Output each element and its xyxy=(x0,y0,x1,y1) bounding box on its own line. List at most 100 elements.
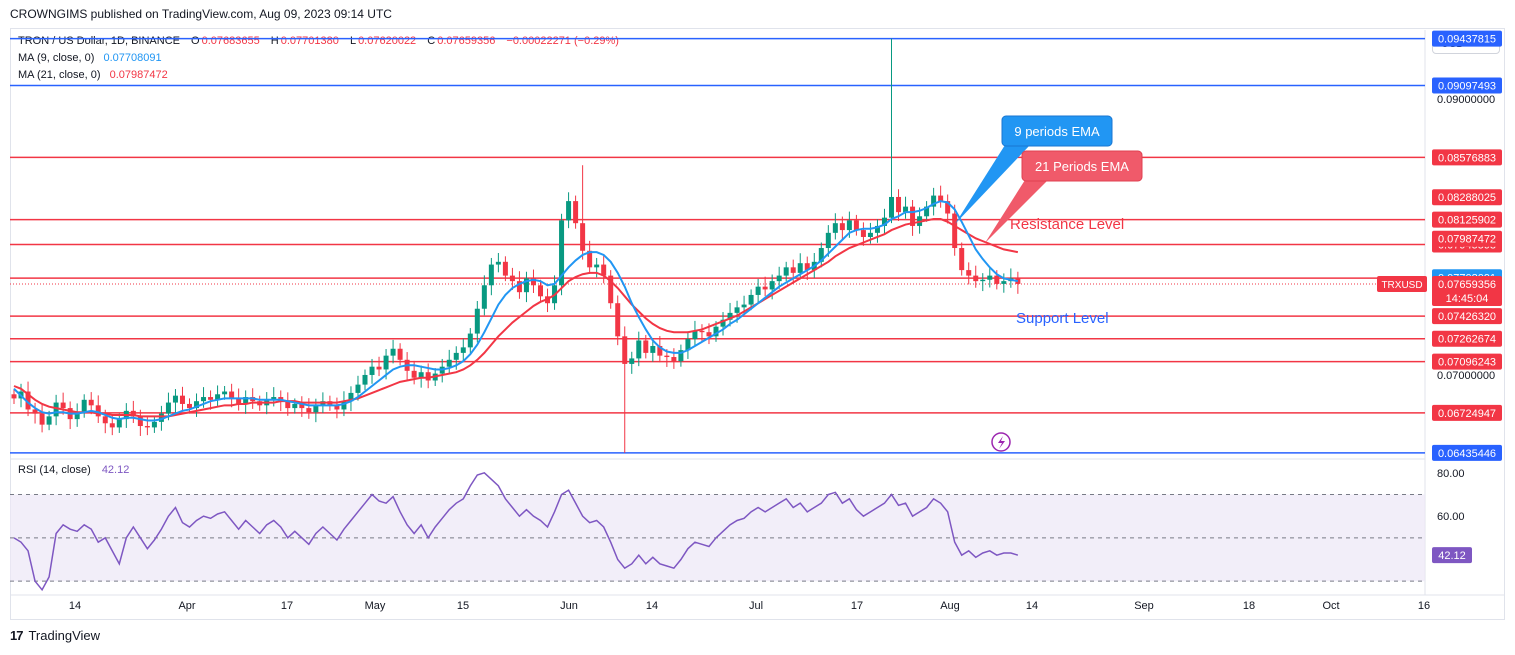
candle-body xyxy=(446,359,452,367)
x-tick-label: 16 xyxy=(1418,600,1430,612)
rsi-tick-label: 80.00 xyxy=(1437,468,1465,480)
ma9-value: 0.07708091 xyxy=(103,52,162,64)
rsi-line xyxy=(13,471,1019,592)
high-label: H xyxy=(270,35,279,47)
candle-body xyxy=(671,357,677,362)
candle-body xyxy=(1001,281,1007,284)
candle-body xyxy=(860,230,866,237)
rsi-legend[interactable]: RSI (14, close) 42.12 xyxy=(18,464,131,476)
candle-body xyxy=(839,223,845,231)
level-label-bg xyxy=(1432,149,1502,166)
x-tick-label: 14 xyxy=(69,600,81,612)
price-label: 0.07987472 xyxy=(1438,234,1496,246)
candle-body xyxy=(818,248,824,262)
candle-body xyxy=(650,345,656,353)
candle-body xyxy=(896,196,902,213)
candle-body xyxy=(215,394,221,400)
candle-body xyxy=(846,220,852,231)
candle-body xyxy=(460,347,466,353)
rsi-value: 42.12 xyxy=(101,464,130,476)
level-label-bg xyxy=(1432,444,1502,461)
ma9-label: MA (9, close, 0) xyxy=(18,52,95,64)
candle-body xyxy=(692,330,698,340)
candle-body xyxy=(762,286,768,290)
ema9-callout-box xyxy=(1001,115,1113,147)
candle-body xyxy=(130,410,136,417)
candle-body xyxy=(587,250,593,268)
candle-body xyxy=(559,220,565,286)
candle-body xyxy=(102,416,108,424)
candle-body xyxy=(952,213,958,249)
candle-body xyxy=(713,326,719,337)
ema21-callout-box xyxy=(1021,150,1143,182)
candle-body xyxy=(825,232,831,249)
x-tick-label: 14 xyxy=(646,600,658,612)
ma21-legend[interactable]: MA (21, close, 0) 0.07987472 xyxy=(18,69,170,81)
candle-body xyxy=(636,340,642,359)
ma21-label: MA (21, close, 0) xyxy=(18,69,101,81)
candle-body xyxy=(95,405,101,417)
candle-body xyxy=(397,348,403,360)
footer-brand-text: TradingView xyxy=(28,628,101,643)
x-tick-label: Sep xyxy=(1134,600,1154,612)
level-label: 0.06435446 xyxy=(1438,448,1496,460)
candle-body xyxy=(530,278,536,286)
candle-body xyxy=(516,281,522,293)
ma9-legend[interactable]: MA (9, close, 0) 0.07708091 xyxy=(18,52,164,64)
candle-body xyxy=(208,397,214,400)
candle-body xyxy=(881,217,887,226)
candle-body xyxy=(867,232,873,237)
level-label: 0.08576883 xyxy=(1438,152,1496,164)
ema21-callout-pointer xyxy=(985,180,1048,243)
x-tick-label: 17 xyxy=(281,600,293,612)
price-label-bg xyxy=(1432,230,1502,247)
candle-body xyxy=(790,267,796,273)
candle-body xyxy=(46,416,52,425)
candle-body xyxy=(945,201,951,214)
candle-body xyxy=(608,275,614,304)
candle-body xyxy=(151,421,157,428)
candle-body xyxy=(60,402,66,409)
price-label-bg xyxy=(1432,189,1502,206)
candle-body xyxy=(348,392,354,402)
candle-body xyxy=(629,358,635,364)
candle-body xyxy=(362,374,368,385)
candle-body xyxy=(201,397,207,402)
chart-frame xyxy=(10,28,1505,620)
candle-body xyxy=(615,303,621,337)
candle-body xyxy=(622,336,628,364)
candle-body xyxy=(966,270,972,276)
candle-body xyxy=(741,304,747,308)
x-tick-label: 14 xyxy=(1026,600,1038,612)
candle-body xyxy=(313,405,319,413)
candle-body xyxy=(418,372,424,378)
rsi-value-label: 42.12 xyxy=(1438,550,1466,562)
candle-body xyxy=(755,286,761,295)
level-label: 0.07096243 xyxy=(1438,357,1496,369)
candle-body xyxy=(306,408,312,413)
candle-body xyxy=(566,201,572,221)
candle-body xyxy=(74,412,80,420)
candle-body xyxy=(334,405,340,410)
rsi-label: RSI (14, close) xyxy=(18,464,91,476)
x-tick-label: Jul xyxy=(749,600,763,612)
x-tick-label: Apr xyxy=(178,600,195,612)
level-label: 0.07262674 xyxy=(1438,334,1496,346)
candle-body xyxy=(194,401,200,409)
candle-body xyxy=(53,402,59,417)
candle-body xyxy=(236,398,242,404)
support-annotation: Support Level xyxy=(1016,310,1109,327)
candle-body xyxy=(727,312,733,320)
candle-body xyxy=(538,285,543,297)
footer-brand[interactable]: 17 TradingView xyxy=(10,628,100,643)
candle-body xyxy=(390,348,396,356)
symbol-tag: TRXUSD xyxy=(1381,280,1422,291)
level-label-bg xyxy=(1432,308,1502,325)
candle-body xyxy=(481,285,487,309)
x-tick-label: Aug xyxy=(940,600,960,612)
x-tick-label: May xyxy=(365,600,386,612)
candle-body xyxy=(804,263,810,271)
candle-body xyxy=(158,413,164,422)
candle-body xyxy=(341,401,347,410)
